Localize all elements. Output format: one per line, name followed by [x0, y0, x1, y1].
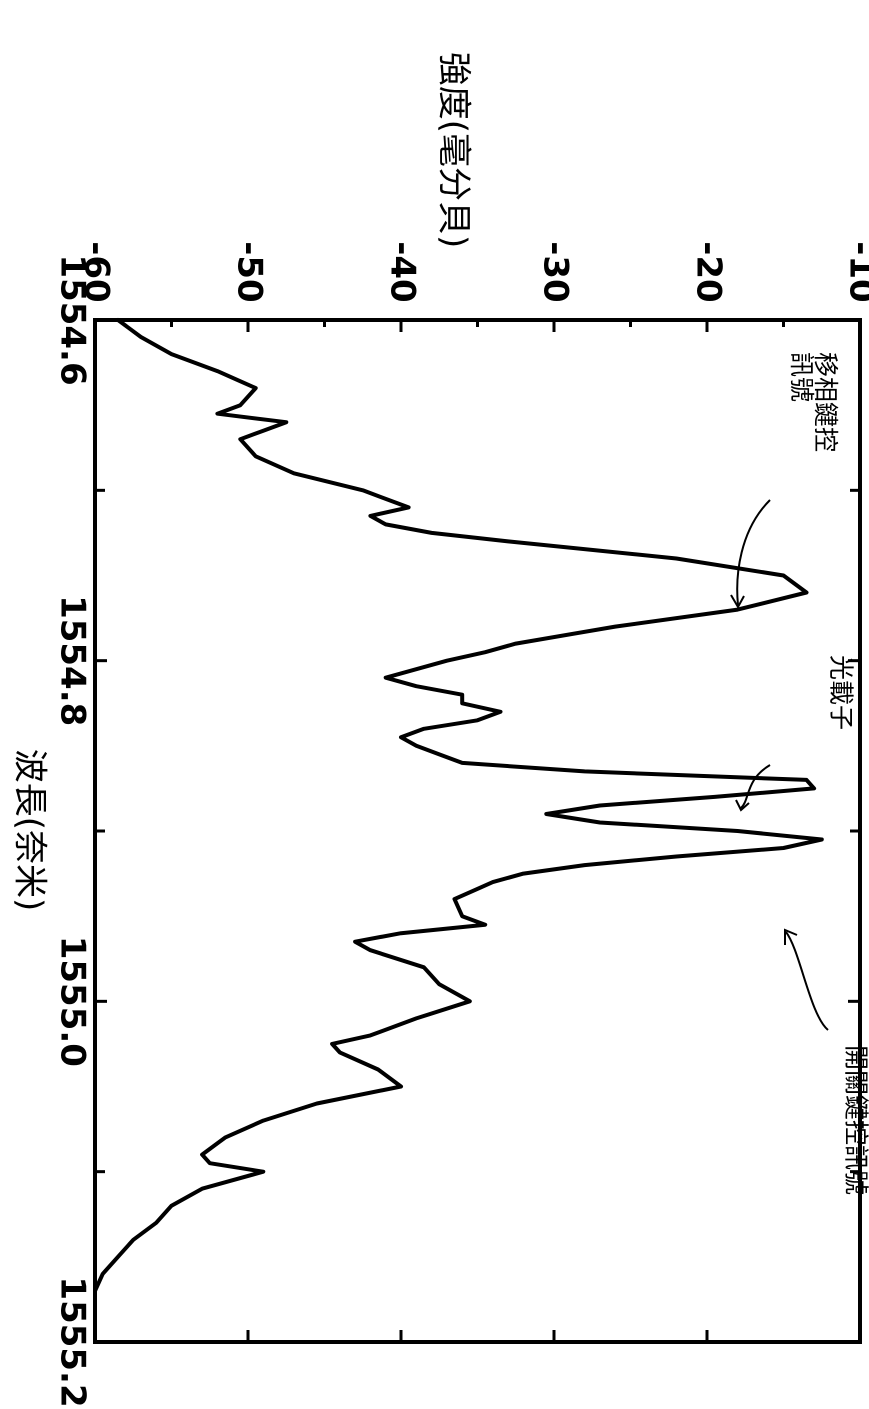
intensity-tick-label: -40 — [383, 241, 423, 302]
annotation-arrows — [730, 499, 829, 1031]
carrier-arrowhead — [735, 799, 750, 812]
intensity-axis-ticks: -60 -50 -40 -30 -20 -10 — [77, 241, 869, 1342]
ook-arrowhead — [784, 928, 798, 945]
wavelength-tick-label: 1555.2 — [53, 1276, 93, 1407]
annotation-text: 移相鍵控 — [811, 352, 840, 452]
annotation-2: 開關鍵控訊號 — [842, 1045, 869, 1195]
annotation-text: 光載子 — [826, 655, 855, 730]
wavelength-tick-label: 1554.8 — [53, 595, 93, 726]
ook-arrow — [785, 931, 829, 1031]
annotation-text: 開關鍵控訊號 — [842, 1045, 869, 1195]
psk-arrow — [736, 499, 771, 606]
intensity-tick-label: -50 — [230, 241, 270, 302]
annotation-text: 訊號 — [787, 352, 816, 402]
wavelength-tick-label: 1555.0 — [53, 936, 93, 1067]
intensity-tick-label: -10 — [842, 241, 869, 302]
wavelength-axis-title: 波長(奈米) — [10, 749, 50, 912]
annotation-1: 光載子 — [826, 655, 855, 730]
carrier-arrow — [740, 764, 771, 809]
psk-arrowhead — [730, 594, 745, 610]
intensity-axis-title: 強度(毫分貝) — [434, 52, 474, 249]
wavelength-tick-label: 1554.6 — [53, 254, 93, 385]
wavelength-axis-ticks: 1554.6 1554.8 1555.0 1555.2 — [53, 254, 860, 1408]
intensity-tick-label: -20 — [689, 241, 729, 302]
intensity-tick-label: -60 — [77, 241, 117, 302]
spectrum-line — [93, 318, 824, 1344]
intensity-tick-label: -30 — [536, 241, 576, 302]
